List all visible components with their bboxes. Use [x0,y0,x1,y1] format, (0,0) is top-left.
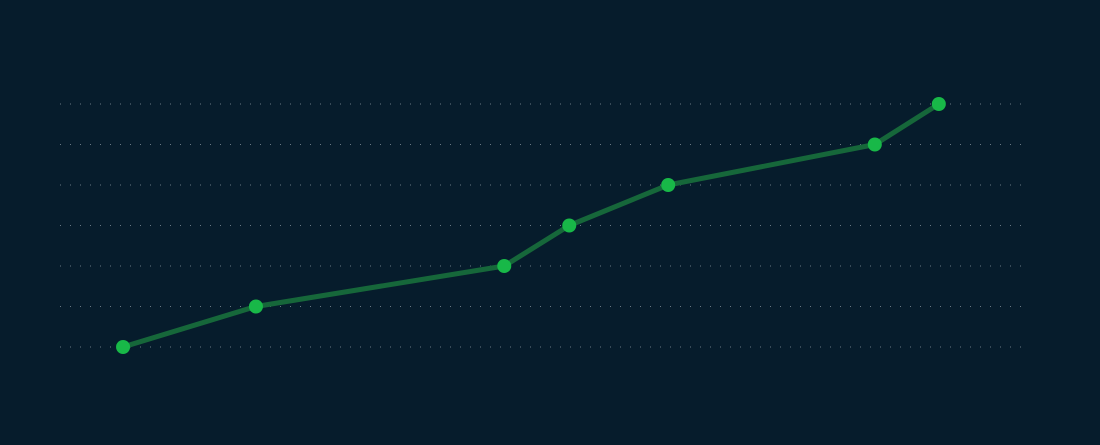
data-point-5 [867,137,882,152]
data-point-4 [661,178,676,192]
series-points [116,97,946,354]
data-point-6 [931,97,946,111]
data-point-2 [497,259,512,273]
data-point-1 [248,299,263,314]
data-point-0 [116,340,131,354]
data-point-3 [562,218,577,233]
